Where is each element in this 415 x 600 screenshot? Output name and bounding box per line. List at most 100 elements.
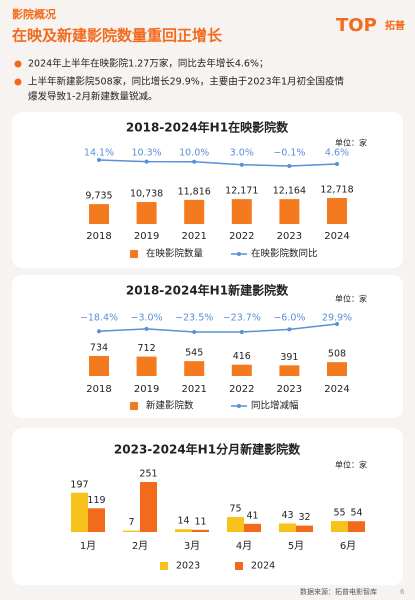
value-label: 391 xyxy=(280,352,298,363)
legend-label: 新建影院数 xyxy=(146,400,194,412)
x-tick-label: 3月 xyxy=(184,540,200,552)
value-label: 14.1% xyxy=(84,148,114,159)
value-label: 41 xyxy=(246,510,258,521)
title: 在映及新建影院数量重回正增长 xyxy=(12,27,223,45)
bar xyxy=(231,364,252,376)
card xyxy=(12,428,403,585)
logo-cn: 拓普 xyxy=(385,19,405,32)
bullet-dot xyxy=(14,60,22,68)
chart-title: 2023-2024年H1分月新建影院数 xyxy=(114,442,301,457)
legend-dot xyxy=(237,404,241,408)
value-label: 75 xyxy=(229,504,241,515)
value-label: 11 xyxy=(194,516,206,527)
bar xyxy=(231,199,252,224)
x-tick-label: 2019 xyxy=(134,384,159,395)
line-point xyxy=(239,330,244,334)
bar xyxy=(279,365,300,376)
bar xyxy=(227,517,244,532)
value-label: 12,164 xyxy=(273,186,306,197)
unit: 单位：家 xyxy=(335,460,367,470)
bar xyxy=(89,356,109,376)
value-label: 119 xyxy=(87,495,105,506)
bullet-dot xyxy=(14,78,22,86)
logo: TOP xyxy=(336,15,377,36)
legend-dot xyxy=(237,252,241,256)
value-label: 251 xyxy=(139,469,157,480)
chart-title: 2018-2024年H1在映影院数 xyxy=(126,120,289,135)
bar xyxy=(279,199,300,224)
x-tick-label: 1月 xyxy=(80,540,96,552)
bar xyxy=(296,525,313,532)
line-point xyxy=(287,327,292,332)
value-label: 32 xyxy=(298,512,310,523)
bar xyxy=(140,482,157,532)
legend-label: 在映影院数同比 xyxy=(251,248,318,260)
legend-label: 在映影院数量 xyxy=(146,248,204,260)
value-label: −3.0% xyxy=(131,313,163,324)
bar xyxy=(89,204,109,224)
value-label: −18.4% xyxy=(80,313,118,324)
bar xyxy=(327,198,347,224)
x-tick-label: 2024 xyxy=(324,384,349,395)
legend-swatch xyxy=(130,250,138,258)
bar xyxy=(244,523,261,532)
card xyxy=(12,275,403,418)
bar xyxy=(331,521,348,532)
x-tick-label: 2019 xyxy=(134,231,159,242)
unit: 单位：家 xyxy=(335,294,367,304)
bar xyxy=(136,356,157,376)
x-tick-label: 2021 xyxy=(181,384,206,395)
x-tick-label: 2018 xyxy=(86,231,111,242)
value-label: 197 xyxy=(70,479,88,490)
value-label: 10.3% xyxy=(132,148,162,159)
value-label: −23.7% xyxy=(223,313,261,324)
value-label: −23.5% xyxy=(175,313,213,324)
bar xyxy=(71,492,88,532)
bar xyxy=(88,508,105,532)
page-number: 6 xyxy=(400,588,405,596)
x-tick-label: 2月 xyxy=(132,540,148,552)
legend-label: 同比增减幅 xyxy=(251,400,299,412)
line-point xyxy=(192,329,197,334)
value-label: 734 xyxy=(90,343,108,354)
x-tick-label: 4月 xyxy=(236,540,252,552)
legend-swatch xyxy=(235,562,243,570)
value-label: 29.9% xyxy=(322,313,352,324)
value-label: 14 xyxy=(177,516,189,527)
bar xyxy=(327,362,347,376)
legend-label: 2023 xyxy=(176,561,200,572)
line-point xyxy=(287,164,292,168)
value-label: 3.0% xyxy=(230,148,254,159)
x-tick-label: 2024 xyxy=(324,231,349,242)
value-label: 7 xyxy=(128,517,134,528)
value-label: 508 xyxy=(328,349,346,360)
value-label: −6.0% xyxy=(273,313,305,324)
value-label: 10.0% xyxy=(179,148,209,159)
line xyxy=(98,323,338,333)
bullet: 2024年上半年在映影院1.27万家，同比去年增长4.6%； xyxy=(28,58,268,70)
value-label: 712 xyxy=(138,343,156,354)
bullet: 爆发导致1-2月新建数量锐减。 xyxy=(28,91,158,103)
unit: 单位：家 xyxy=(335,138,367,148)
legend-swatch xyxy=(130,402,138,410)
card xyxy=(12,112,403,268)
x-tick-label: 6月 xyxy=(340,540,356,552)
line-point xyxy=(192,159,197,164)
bar xyxy=(184,361,205,376)
value-label: −0.1% xyxy=(273,148,305,159)
line-point xyxy=(97,158,101,162)
legend-swatch xyxy=(160,562,168,570)
bullet: 上半年新建影院508家，同比增长29.9%，主要由于2023年1月初全国疫情 xyxy=(28,76,345,88)
bar xyxy=(184,199,205,224)
line-point xyxy=(239,162,244,167)
section: 影院概况 xyxy=(12,7,56,21)
bar xyxy=(348,521,365,532)
bar xyxy=(175,529,192,532)
line xyxy=(98,159,338,167)
legend-label: 2024 xyxy=(251,561,275,572)
bar xyxy=(279,523,296,532)
chart-title: 2018-2024年H1新建影院数 xyxy=(126,283,289,298)
value-label: 55 xyxy=(333,508,345,519)
value-label: 4.6% xyxy=(325,148,349,159)
